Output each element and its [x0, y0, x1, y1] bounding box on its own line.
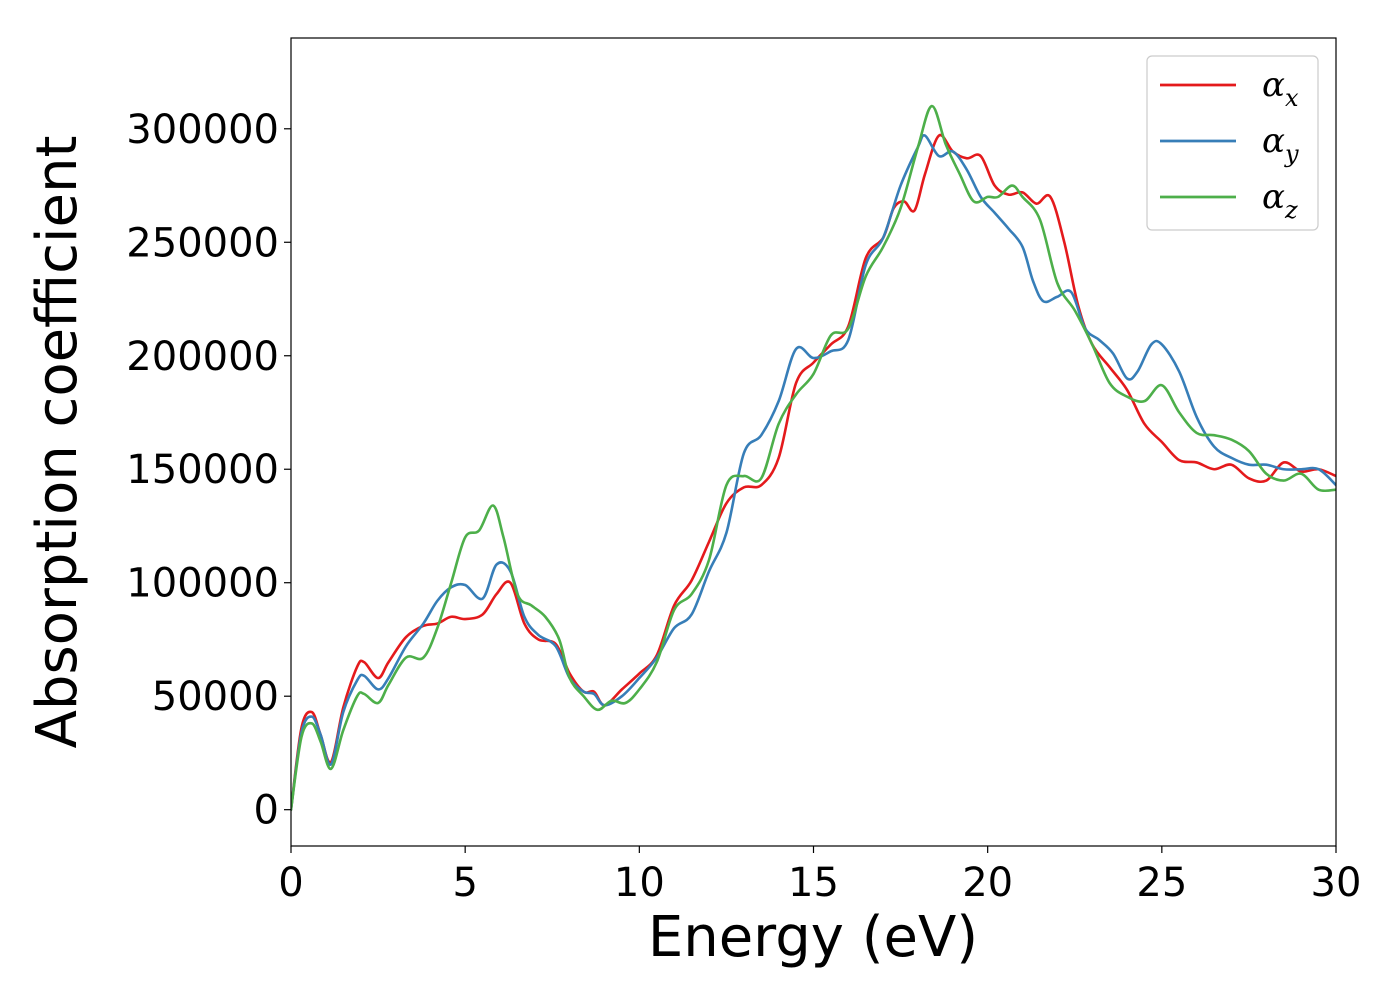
- legend-label-subscript: y: [1284, 140, 1299, 168]
- y-tick-label: 150000: [126, 447, 279, 493]
- series-line-x: [291, 133, 1336, 811]
- x-tick-label: 10: [614, 860, 665, 906]
- legend-label-y: αy: [1262, 121, 1299, 168]
- y-tick-label: 50000: [152, 674, 279, 720]
- x-tick-label: 30: [1311, 860, 1362, 906]
- y-axis: 0 50000 100000 150000 200000 250000 300000: [126, 107, 291, 834]
- legend-label-base: α: [1262, 177, 1285, 217]
- legend-label-subscript: x: [1285, 84, 1299, 112]
- legend-label-z: αz: [1262, 177, 1298, 224]
- x-tick-label: 15: [788, 860, 839, 906]
- x-axis-label: Energy (eV): [648, 905, 978, 970]
- series-line-y: [291, 134, 1336, 811]
- x-tick-label: 0: [278, 860, 303, 906]
- series-layer: [291, 104, 1336, 811]
- series-line-z: [291, 104, 1336, 811]
- y-tick-label: 300000: [126, 107, 279, 153]
- x-tick-label: 20: [962, 860, 1013, 906]
- y-tick-label: 200000: [126, 334, 279, 380]
- x-tick-label: 5: [452, 860, 477, 906]
- legend-label-base: α: [1262, 65, 1285, 105]
- legend-label-x: αx: [1262, 65, 1299, 112]
- x-tick-label: 25: [1136, 860, 1187, 906]
- legend-label-subscript: z: [1284, 196, 1298, 224]
- legend-box: [1146, 55, 1319, 231]
- y-tick-label: 250000: [126, 220, 279, 266]
- y-tick-label: 100000: [126, 561, 279, 607]
- y-tick-label: 0: [254, 788, 279, 834]
- y-axis-label: Absorption coefficient: [25, 136, 90, 749]
- legend-label-base: α: [1262, 121, 1285, 161]
- x-axis: 0 5 10 15 20 25 30: [278, 846, 1361, 906]
